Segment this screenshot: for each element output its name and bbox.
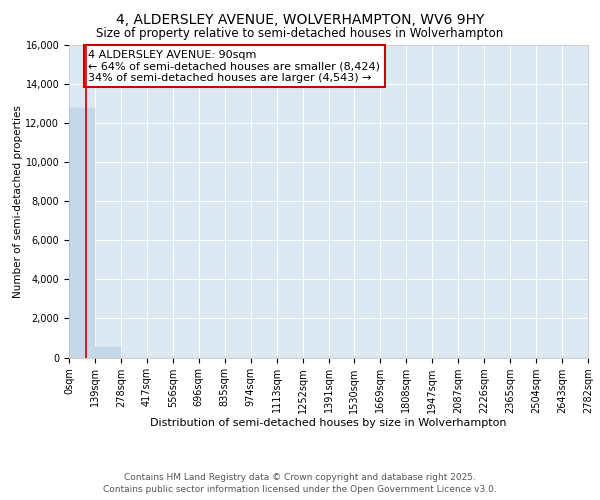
Text: Contains HM Land Registry data © Crown copyright and database right 2025.: Contains HM Land Registry data © Crown c… [124,472,476,482]
Text: Contains public sector information licensed under the Open Government Licence v3: Contains public sector information licen… [103,485,497,494]
Text: 4 ALDERSLEY AVENUE: 90sqm
← 64% of semi-detached houses are smaller (8,424)
34% : 4 ALDERSLEY AVENUE: 90sqm ← 64% of semi-… [88,50,380,83]
Bar [69,108,95,358]
Text: 4, ALDERSLEY AVENUE, WOLVERHAMPTON, WV6 9HY: 4, ALDERSLEY AVENUE, WOLVERHAMPTON, WV6 … [116,12,484,26]
X-axis label: Distribution of semi-detached houses by size in Wolverhampton: Distribution of semi-detached houses by … [150,418,507,428]
Y-axis label: Number of semi-detached properties: Number of semi-detached properties [13,105,23,298]
Bar [95,348,121,358]
Text: Size of property relative to semi-detached houses in Wolverhampton: Size of property relative to semi-detach… [97,28,503,40]
